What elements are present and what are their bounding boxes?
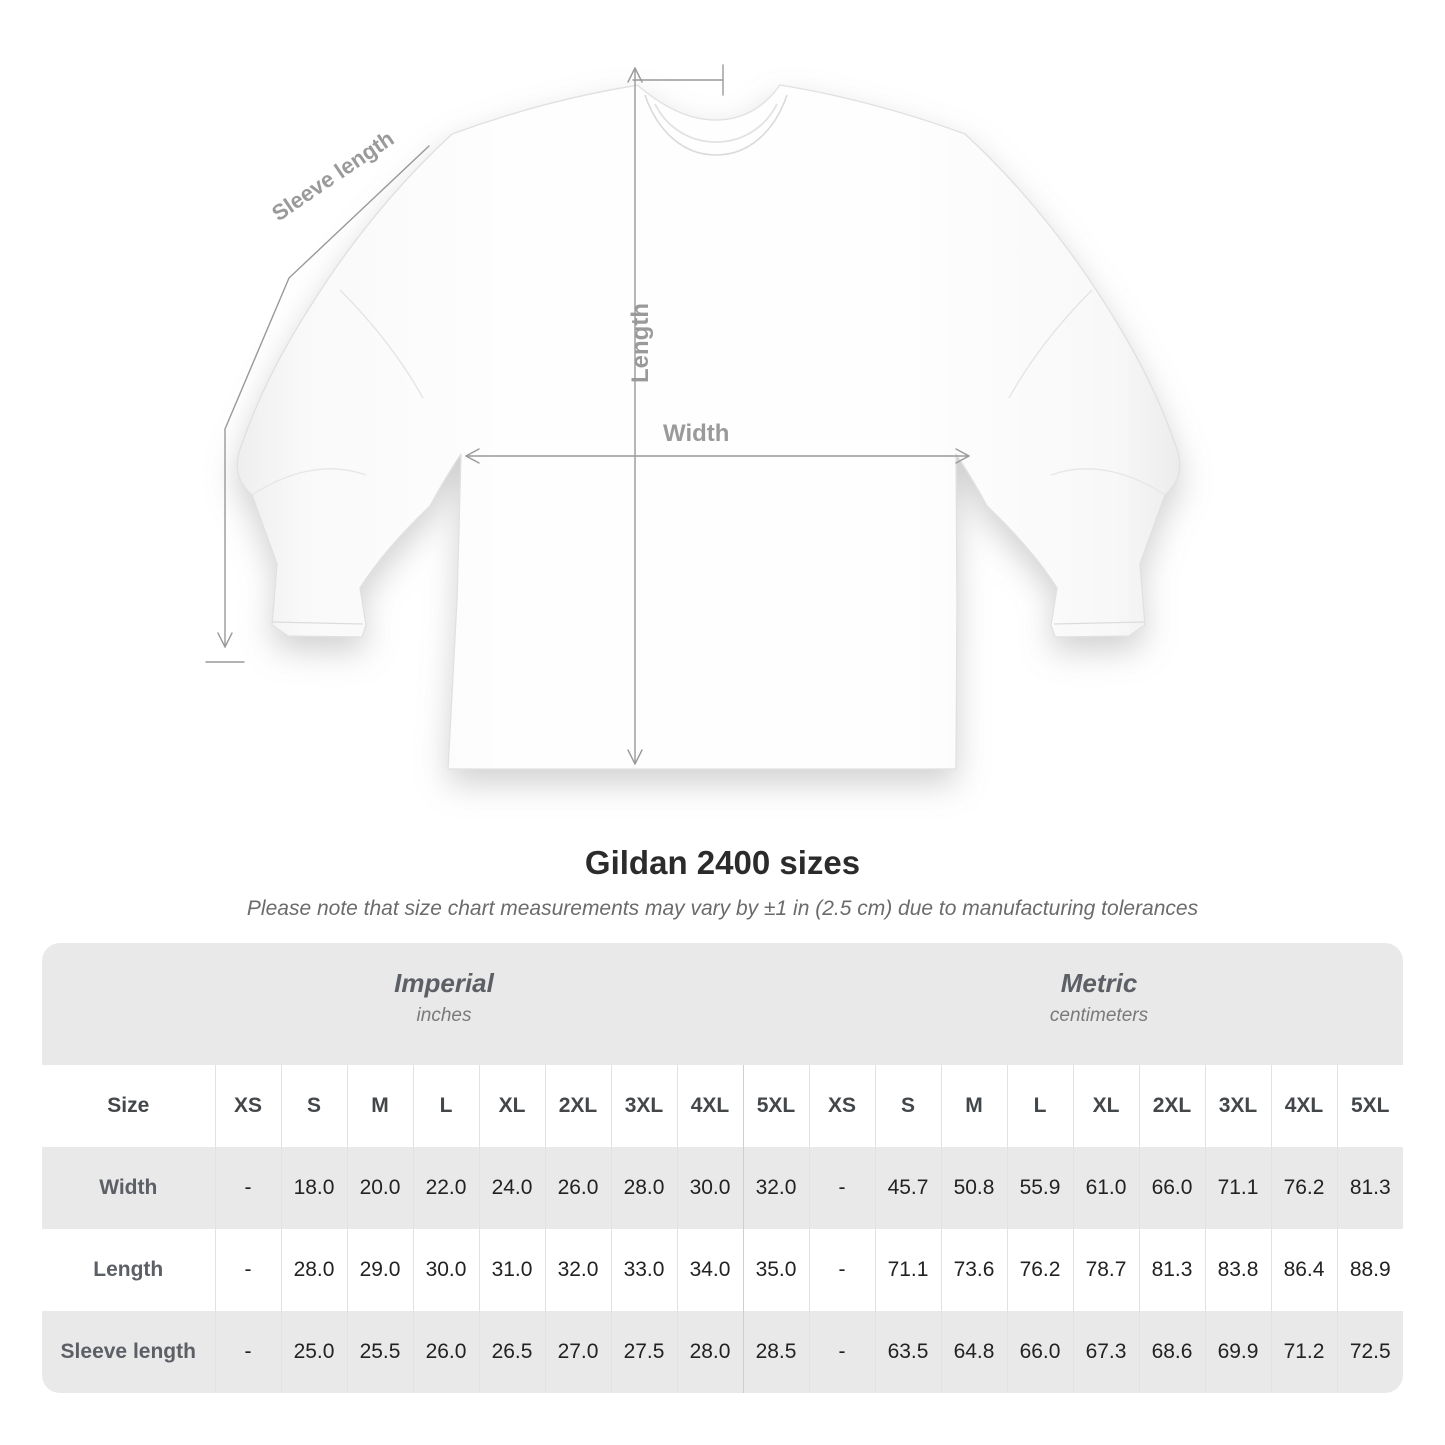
svg-text:Sleeve length: Sleeve length — [267, 126, 398, 226]
svg-text:Length: Length — [627, 303, 654, 383]
svg-text:Width: Width — [663, 420, 729, 447]
